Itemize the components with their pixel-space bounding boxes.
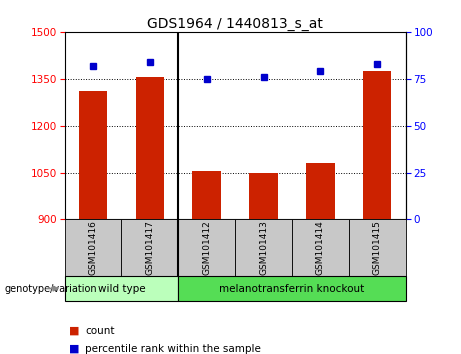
Text: GSM101414: GSM101414 — [316, 221, 325, 275]
Text: ■: ■ — [69, 344, 80, 354]
Bar — [65, 219, 121, 276]
Bar — [235, 219, 292, 276]
Bar — [65, 276, 178, 301]
Bar — [249, 172, 278, 219]
Text: GSM101416: GSM101416 — [89, 220, 97, 275]
Text: ■: ■ — [69, 326, 80, 336]
Text: genotype/variation: genotype/variation — [5, 284, 97, 293]
Text: GSM101412: GSM101412 — [202, 221, 211, 275]
Bar — [193, 171, 221, 219]
Text: percentile rank within the sample: percentile rank within the sample — [85, 344, 261, 354]
Bar — [79, 91, 107, 219]
Text: wild type: wild type — [98, 284, 145, 293]
Text: melanotransferrin knockout: melanotransferrin knockout — [219, 284, 365, 293]
Bar — [363, 71, 391, 219]
Bar — [306, 163, 335, 219]
Bar — [136, 77, 164, 219]
Bar — [178, 219, 235, 276]
Bar — [292, 219, 349, 276]
Bar — [349, 219, 406, 276]
Text: GSM101413: GSM101413 — [259, 220, 268, 275]
Text: GSM101415: GSM101415 — [373, 220, 382, 275]
Bar — [121, 219, 178, 276]
Text: count: count — [85, 326, 115, 336]
Text: GSM101417: GSM101417 — [145, 220, 154, 275]
Bar — [178, 276, 406, 301]
Title: GDS1964 / 1440813_s_at: GDS1964 / 1440813_s_at — [147, 17, 323, 31]
